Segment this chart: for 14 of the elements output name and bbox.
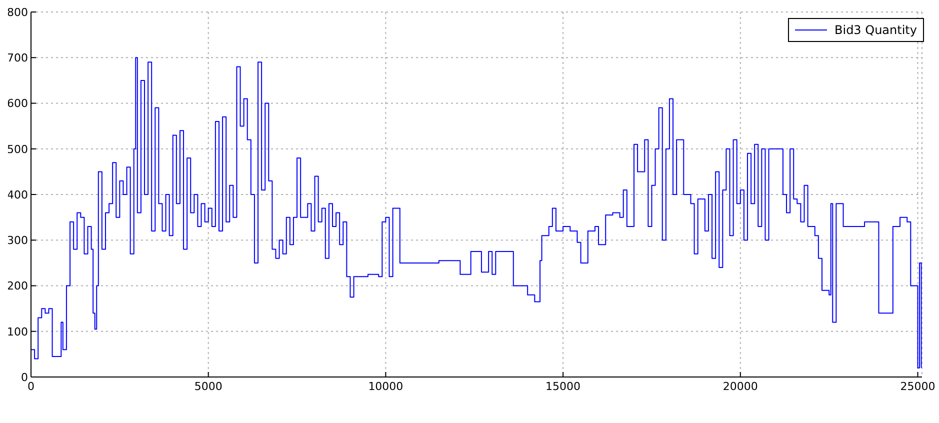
y-tick-label: 700 xyxy=(7,52,28,65)
y-tick-label: 600 xyxy=(7,97,28,110)
x-tick-label: 10000 xyxy=(368,380,404,393)
y-tick-label: 800 xyxy=(7,6,28,19)
legend-label: Bid3 Quantity xyxy=(834,23,917,37)
x-tick-label: 25000 xyxy=(900,380,936,393)
y-tick-label: 500 xyxy=(7,142,28,156)
y-tick-label: 0 xyxy=(21,370,28,384)
y-tick-label: 300 xyxy=(7,234,28,248)
x-tick-label: 20000 xyxy=(722,380,758,393)
y-tick-label: 200 xyxy=(7,280,28,293)
x-tick-label: 15000 xyxy=(546,380,581,393)
y-tick-label: 100 xyxy=(7,325,28,338)
x-tick-label: 5000 xyxy=(194,380,222,393)
